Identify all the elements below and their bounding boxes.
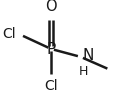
Text: H: H <box>78 65 88 78</box>
Text: Cl: Cl <box>2 27 16 41</box>
Text: Cl: Cl <box>44 79 58 93</box>
Text: P: P <box>47 41 56 57</box>
Text: N: N <box>83 48 94 63</box>
Text: O: O <box>45 0 57 14</box>
